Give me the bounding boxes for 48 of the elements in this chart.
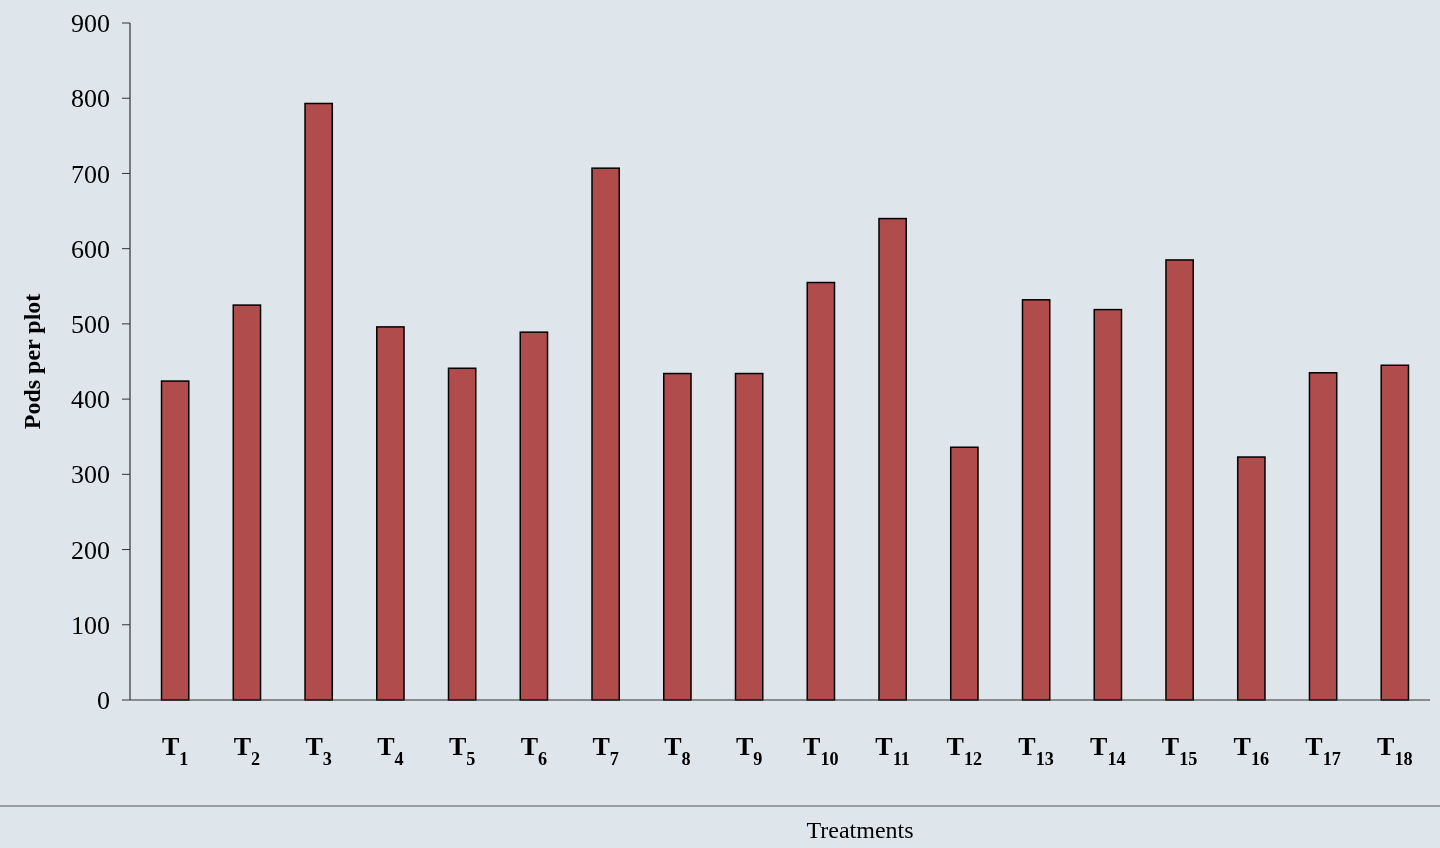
- bar: [591, 167, 621, 701]
- x-tick-label: T$_{5}$: [448, 732, 476, 769]
- bar: [304, 102, 334, 701]
- bar: [878, 217, 907, 701]
- x-tick-label: T$_{18}$: [1377, 732, 1413, 769]
- bar: [1165, 259, 1194, 701]
- x-tick-label: T$_{16}$: [1233, 732, 1270, 769]
- y-tick-label: 900: [71, 9, 110, 39]
- x-axis-title: Treatments: [806, 817, 914, 843]
- y-tick-label: 300: [71, 460, 110, 490]
- x-tick-label: T$_{9}$: [735, 732, 763, 769]
- bar: [447, 367, 477, 701]
- x-tick-label: T$_{3}$: [305, 732, 332, 769]
- x-tick-label: T$_{17}$: [1305, 732, 1341, 769]
- bar: [1236, 456, 1266, 701]
- bar: [160, 380, 190, 701]
- x-tick-label: T$_{11}$: [875, 732, 910, 769]
- bar: [232, 304, 262, 701]
- bar: [1380, 364, 1410, 701]
- x-tick-label: T$_{4}$: [377, 732, 404, 769]
- x-tick-label: T$_{6}$: [520, 732, 548, 769]
- x-tick-label: T$_{8}$: [664, 732, 691, 769]
- x-tick-label: T$_{13}$: [1018, 732, 1054, 769]
- bar: [949, 446, 979, 701]
- x-tick-label: T$_{10}$: [803, 732, 839, 769]
- y-tick-label: 600: [71, 234, 110, 264]
- bar: [1308, 372, 1338, 701]
- y-axis-title: Pods per plot: [19, 293, 45, 430]
- bar: [1021, 299, 1051, 701]
- bar: [734, 372, 764, 701]
- y-tick-label: 200: [71, 535, 110, 565]
- bar: [519, 331, 549, 701]
- x-tick-label: T$_{15}$: [1161, 732, 1198, 769]
- y-tick-label: 0: [97, 686, 110, 716]
- x-tick-label: T$_{14}$: [1090, 732, 1126, 769]
- y-tick-label: 800: [71, 84, 110, 114]
- x-tick-label: T$_{1}$: [161, 732, 189, 769]
- y-tick-label: 700: [71, 159, 110, 189]
- bar: [1093, 308, 1123, 701]
- y-tick-label: 100: [71, 610, 110, 640]
- y-tick-label: 400: [71, 385, 110, 415]
- y-tick-label: 500: [71, 309, 110, 339]
- x-tick-label: T$_{2}$: [233, 732, 261, 769]
- bar: [806, 281, 836, 701]
- bar: [663, 372, 692, 701]
- x-tick-label: T$_{12}$: [946, 732, 983, 769]
- bar: [376, 326, 405, 701]
- x-tick-label: T$_{7}$: [592, 732, 619, 769]
